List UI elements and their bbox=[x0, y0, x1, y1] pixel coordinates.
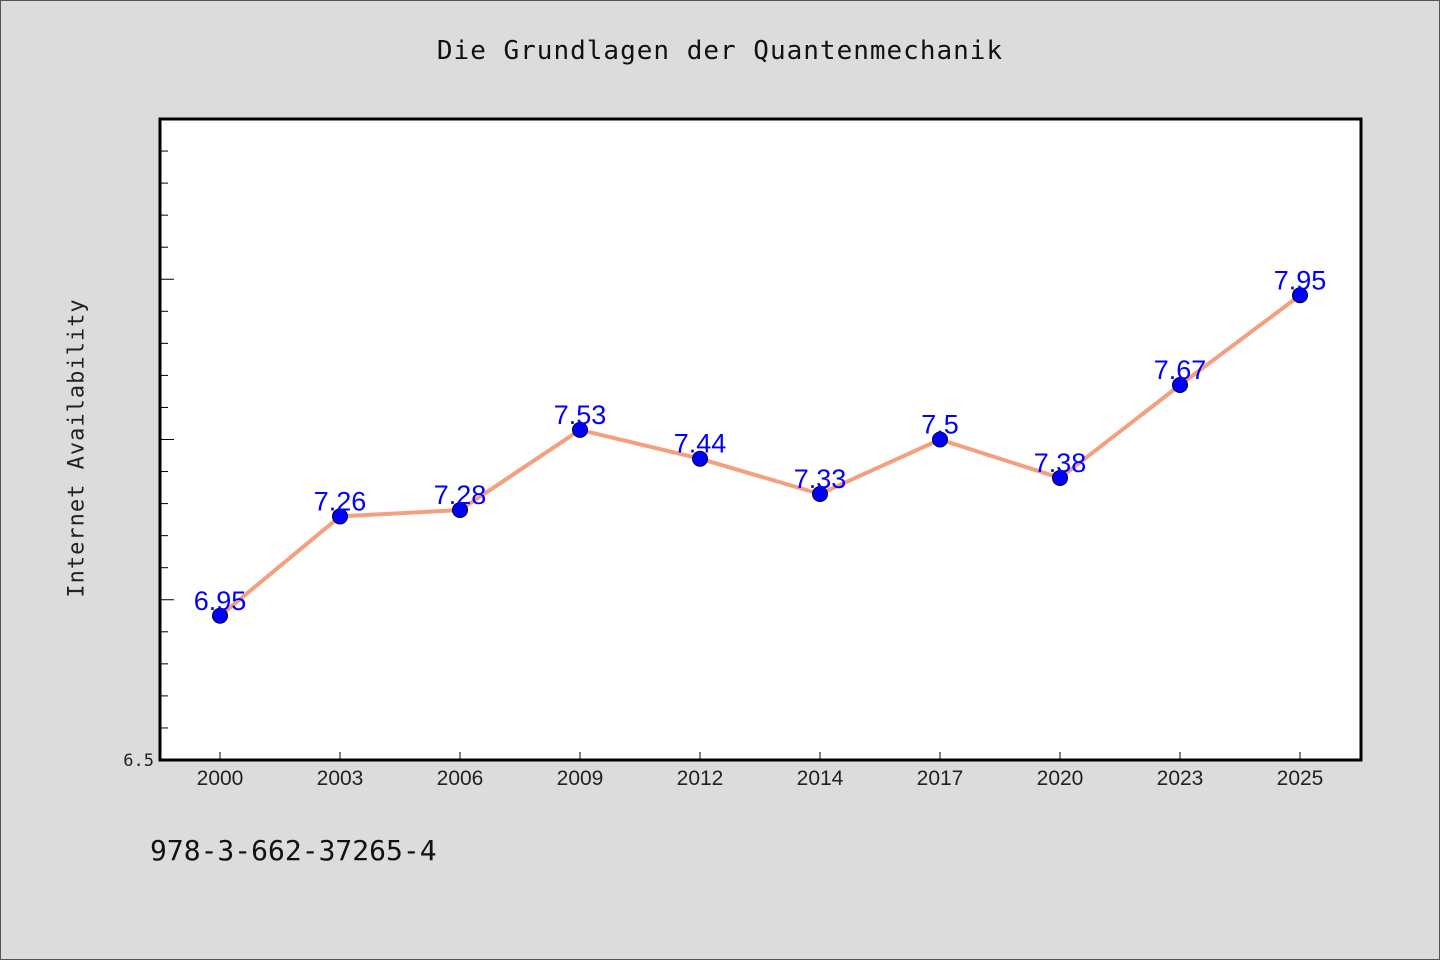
data-label: 7.67 bbox=[1154, 355, 1207, 385]
data-label: 7.26 bbox=[314, 486, 367, 516]
data-point-marker bbox=[452, 502, 468, 519]
data-label: 6.95 bbox=[194, 586, 247, 616]
data-point-marker bbox=[1052, 469, 1068, 486]
data-point-marker bbox=[332, 508, 348, 525]
data-point-marker bbox=[1292, 287, 1308, 304]
x-tick-label: 2006 bbox=[437, 767, 484, 790]
data-label: 7.28 bbox=[434, 480, 487, 510]
data-point-marker bbox=[932, 431, 948, 448]
data-point-marker bbox=[572, 421, 588, 438]
x-tick-label: 2003 bbox=[317, 767, 364, 790]
data-label: 7.38 bbox=[1034, 448, 1087, 478]
data-label: 7.5 bbox=[921, 410, 959, 440]
x-tick-label: 2000 bbox=[197, 767, 244, 790]
data-point-marker bbox=[212, 607, 228, 624]
data-point-marker bbox=[692, 450, 708, 467]
x-tick-label: 2009 bbox=[557, 767, 604, 790]
data-label: 7.44 bbox=[674, 429, 727, 459]
x-tick-label: 2014 bbox=[797, 767, 844, 790]
footer-isbn: 978-3-662-37265-4 bbox=[150, 834, 437, 867]
chart-title: Die Grundlagen der Quantenmechanik bbox=[436, 36, 1004, 66]
data-label: 7.33 bbox=[794, 464, 847, 494]
x-tick-label: 2020 bbox=[1037, 767, 1084, 790]
x-tick-label: 2023 bbox=[1157, 767, 1204, 790]
series-line bbox=[218, 293, 1302, 618]
y-axis-ticks: 6.5 bbox=[123, 150, 174, 771]
data-point-marker bbox=[812, 485, 828, 502]
series-layer: 6.95 7.26 7.28 7.53 7.44 7.33 7.5 7.38 7.67 7.95 bbox=[194, 265, 1327, 624]
data-label: 7.53 bbox=[554, 400, 607, 430]
plot-area bbox=[158, 117, 1363, 762]
data-point-marker bbox=[1172, 377, 1188, 394]
x-tick-label: 2017 bbox=[917, 767, 964, 790]
y-tick-label: 6.5 bbox=[123, 751, 154, 771]
x-axis-ticks: 2000 2003 2006 2009 2012 2014 2017 2020 2023 2025 bbox=[197, 752, 1324, 790]
data-label: 7.95 bbox=[1274, 265, 1327, 295]
x-tick-label: 2025 bbox=[1277, 767, 1324, 790]
x-tick-label: 2012 bbox=[677, 767, 724, 790]
